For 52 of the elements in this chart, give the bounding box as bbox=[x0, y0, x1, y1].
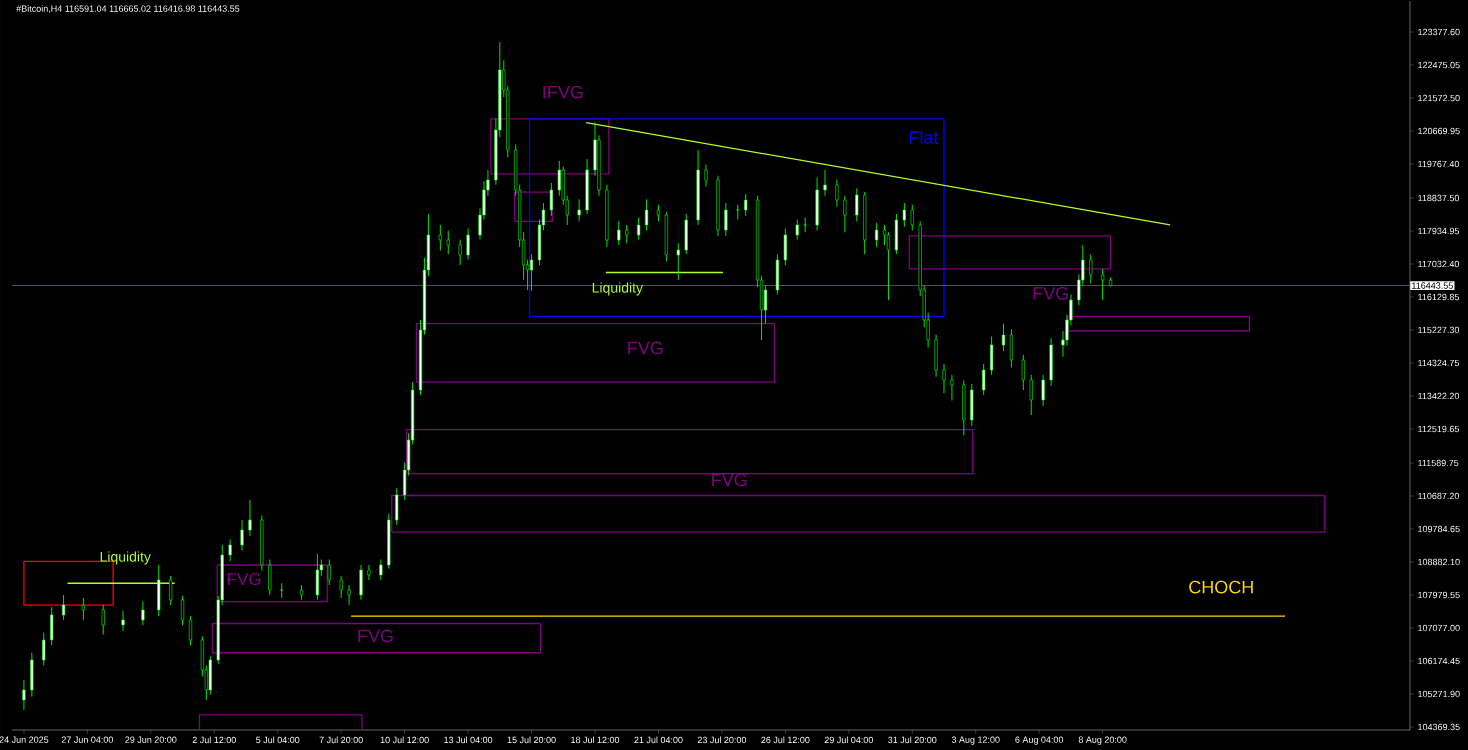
annotation: Flat bbox=[909, 130, 939, 144]
y-tick-label: 110687.20 bbox=[1418, 492, 1460, 500]
y-tick-label: 118837.50 bbox=[1418, 194, 1460, 202]
y-tick-label: 107077.00 bbox=[1418, 624, 1460, 632]
x-tick-label: 15 Jul 20:00 bbox=[507, 736, 556, 744]
y-tick-label: 115227.30 bbox=[1418, 326, 1460, 334]
y-tick-label: 109784.65 bbox=[1418, 525, 1460, 533]
x-tick-label: 13 Jul 04:00 bbox=[444, 736, 493, 744]
y-tick-label: 106174.45 bbox=[1418, 657, 1460, 665]
y-tick-label: 121572.50 bbox=[1418, 94, 1460, 102]
annotation: FVG bbox=[712, 473, 747, 487]
x-tick-label: 24 Jun 2025 bbox=[0, 736, 49, 743]
x-tick-label: 8 Aug 20:00 bbox=[1078, 736, 1127, 745]
y-tick-label: 112519.65 bbox=[1418, 425, 1460, 433]
x-tick-label: 2 Jul 12:00 bbox=[192, 736, 236, 744]
annotation: IFVG bbox=[543, 85, 583, 99]
y-tick-label: 123377.60 bbox=[1418, 28, 1460, 36]
y-tick-label: 114324.75 bbox=[1418, 359, 1460, 367]
annotation: FVG bbox=[628, 341, 663, 355]
y-tick-label: 107979.55 bbox=[1418, 591, 1460, 599]
annotation: FVG bbox=[228, 573, 261, 586]
y-tick-label: 120669.95 bbox=[1418, 127, 1460, 135]
y-tick-label: 104369.35 bbox=[1418, 723, 1460, 731]
x-tick-label: 10 Jul 12:00 bbox=[380, 736, 429, 744]
x-tick-label: 18 Jul 12:00 bbox=[571, 736, 620, 744]
ref-line-label: 116443.55 bbox=[1412, 282, 1453, 289]
annotation: CHOCH bbox=[1189, 580, 1253, 594]
x-tick-label: 29 Jul 04:00 bbox=[824, 736, 873, 744]
x-tick-label: 7 Jul 20:00 bbox=[319, 736, 363, 744]
x-tick-label: 29 Jun 20:00 bbox=[125, 736, 177, 743]
x-tick-label: 23 Jul 20:00 bbox=[697, 736, 747, 744]
y-tick-label: 122475.05 bbox=[1418, 61, 1460, 69]
annotation: FVG bbox=[358, 629, 393, 643]
x-tick-label: 5 Jul 04:00 bbox=[256, 736, 300, 744]
y-tick-label: 119767.40 bbox=[1418, 160, 1460, 168]
y-tick-label: 113422.20 bbox=[1418, 392, 1460, 400]
x-tick-label: 26 Jul 12:00 bbox=[761, 736, 810, 744]
x-tick-label: 21 Jul 04:00 bbox=[634, 736, 683, 744]
annotation: Liquidity bbox=[592, 282, 643, 296]
y-tick-label: 105271.90 bbox=[1418, 690, 1460, 698]
x-tick-label: 31 Jul 20:00 bbox=[888, 736, 937, 744]
x-tick-label: 3 Aug 12:00 bbox=[951, 736, 1000, 745]
x-tick-label: 27 Jun 04:00 bbox=[61, 736, 114, 743]
y-tick-label: 111589.75 bbox=[1418, 459, 1459, 467]
y-tick-label: 108882.10 bbox=[1418, 558, 1460, 566]
annotation: Liquidity bbox=[100, 551, 151, 565]
annotation: FVG bbox=[1033, 286, 1068, 300]
y-tick-label: 116129.85 bbox=[1418, 293, 1460, 301]
y-tick-label: 117032.40 bbox=[1418, 260, 1460, 268]
y-tick-label: 117934.95 bbox=[1418, 227, 1460, 235]
x-tick-label: 6 Aug 04:00 bbox=[1015, 736, 1064, 745]
chart-title: #Bitcoin,H4 116591.04 116665.02 116416.98 116443.55 bbox=[16, 5, 240, 13]
